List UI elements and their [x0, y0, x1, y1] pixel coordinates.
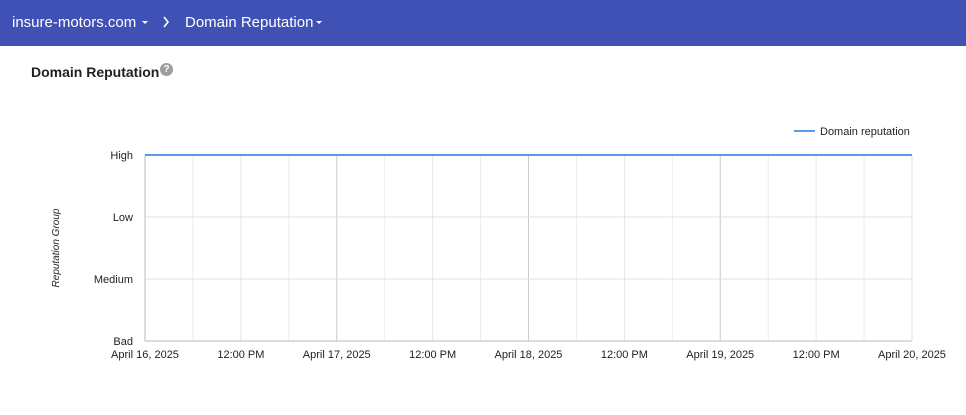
y-tick-label: Bad	[113, 336, 133, 348]
y-tick-label: High	[110, 150, 133, 162]
x-tick-label: 12:00 PM	[793, 349, 840, 361]
x-tick-label: April 19, 2025	[686, 349, 754, 361]
dropdown-caret	[316, 21, 322, 24]
card-title: Domain Reputation	[31, 64, 160, 80]
x-tick-label: 12:00 PM	[601, 349, 648, 361]
x-tick-label: April 20, 2025	[878, 349, 946, 361]
legend-label: Domain reputation	[820, 126, 910, 138]
chart: April 16, 2025 12:00 PM April 17, 2025 12:0…	[51, 126, 946, 361]
y-tick-label: Medium	[94, 274, 133, 286]
x-tick-label: 12:00 PM	[409, 349, 456, 361]
section-selector[interactable]: Domain Reputation	[185, 14, 314, 31]
y-axis-title: Reputation Group	[51, 208, 62, 287]
top-bar: insure-motors.com Domain Reputation	[0, 0, 966, 46]
x-tick-label: April 17, 2025	[303, 349, 371, 361]
x-tick-label: April 18, 2025	[495, 349, 563, 361]
y-tick-label: Low	[113, 212, 133, 224]
x-tick-label: April 16, 2025	[111, 349, 179, 361]
x-tick-label: 12:00 PM	[217, 349, 264, 361]
breadcrumb-chevron	[163, 16, 170, 28]
help-icon[interactable]: ?	[160, 63, 173, 76]
dropdown-caret	[142, 21, 148, 24]
domain-selector[interactable]: insure-motors.com	[12, 14, 137, 31]
